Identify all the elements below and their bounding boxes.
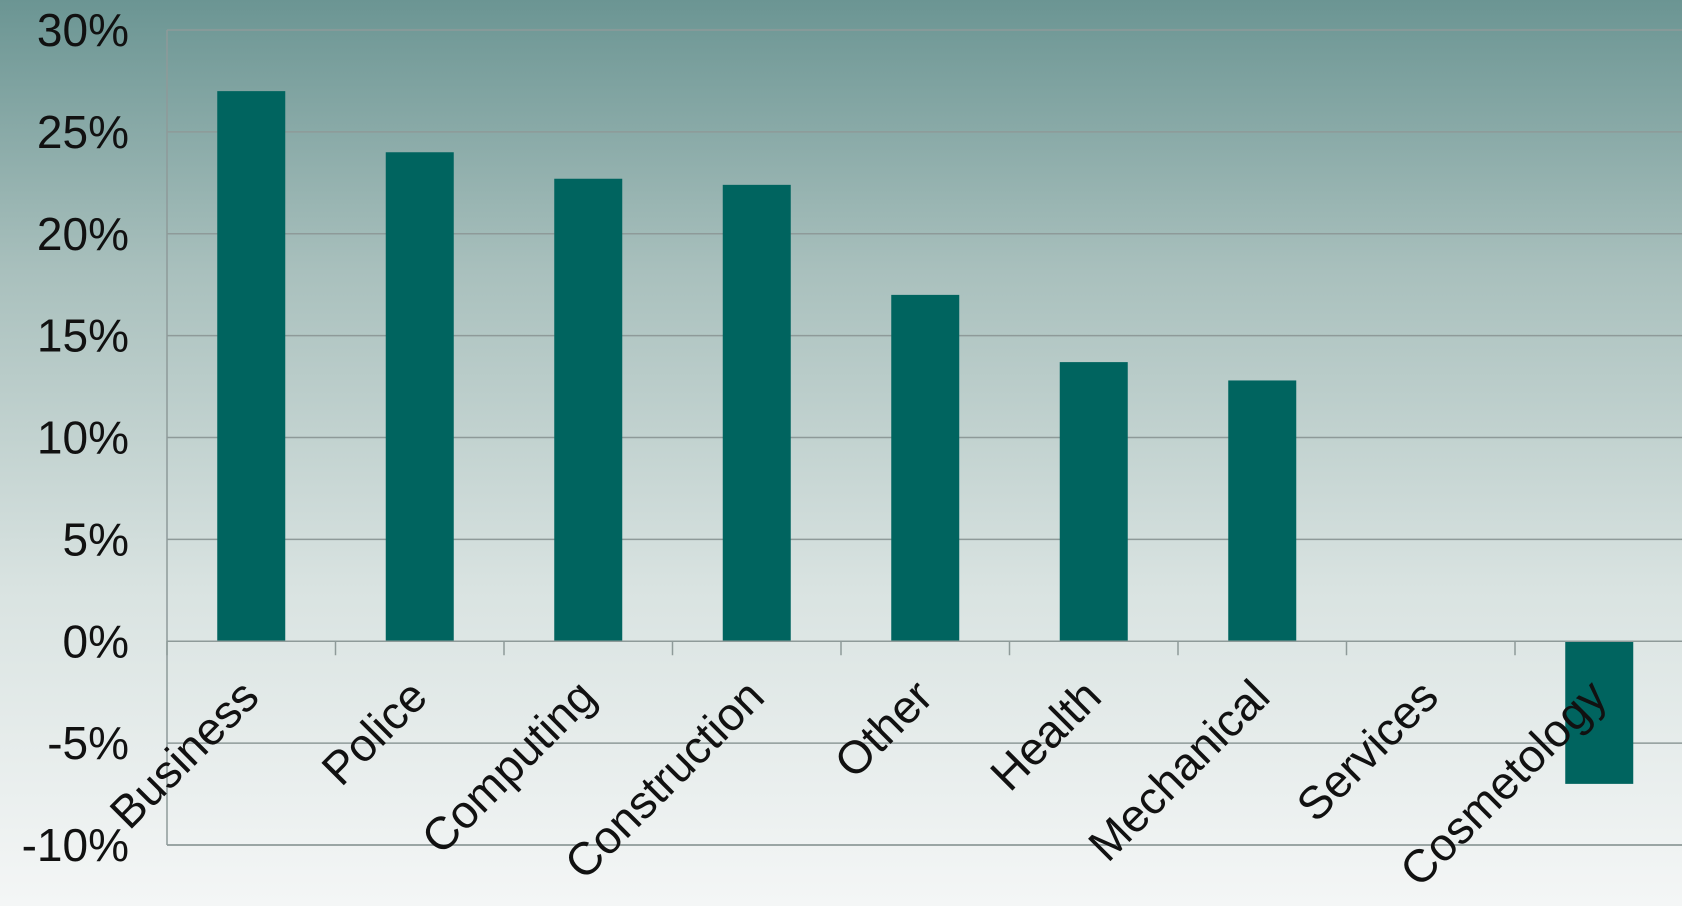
y-tick-label: 0%	[63, 615, 129, 667]
y-tick-label: 20%	[37, 208, 129, 260]
bar-other	[891, 294, 960, 642]
x-category-label: Health	[980, 670, 1111, 801]
bar-business	[217, 91, 286, 642]
y-tick-label: 5%	[63, 513, 129, 565]
bar-health	[1059, 362, 1128, 642]
y-tick-label: -10%	[22, 819, 129, 871]
bar-mechanical	[1228, 380, 1297, 642]
bars	[217, 91, 1634, 784]
bar-cosmetology	[1565, 641, 1634, 784]
bar-computing	[554, 178, 623, 642]
y-tick-label: 30%	[37, 4, 129, 56]
y-tick-labels: 30% 25% 20% 15% 10% 5% 0% -5% -10%	[22, 4, 129, 871]
bar-police	[385, 152, 454, 642]
axes	[166, 30, 1682, 846]
y-tick-label: -5%	[47, 717, 129, 769]
y-tick-label: 15%	[37, 310, 129, 362]
x-category-label: Services	[1286, 670, 1447, 831]
x-category-label: Mechanical	[1078, 670, 1279, 871]
y-tick-label: 25%	[37, 106, 129, 158]
bar-construction	[722, 184, 791, 642]
y-tick-label: 10%	[37, 412, 129, 464]
x-category-label: Police	[311, 670, 436, 795]
x-category-label: Other	[824, 670, 942, 788]
